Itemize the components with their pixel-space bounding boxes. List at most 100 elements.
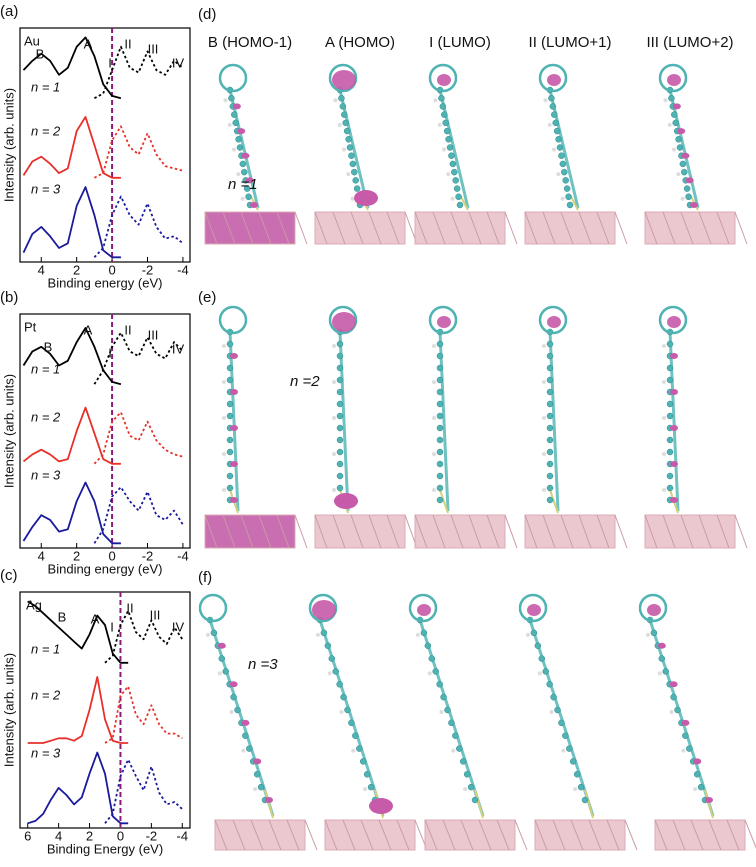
atom (327, 671, 332, 676)
lattice (514, 819, 528, 851)
molecule (638, 593, 756, 851)
atom (681, 748, 686, 753)
atom (538, 655, 546, 662)
plot-frame (19, 591, 191, 829)
lattice (486, 211, 500, 245)
row-label: n =1 (228, 176, 258, 193)
x-tick-label: 6 (24, 828, 31, 843)
atom (550, 693, 557, 701)
lattice (468, 514, 482, 549)
lattice (680, 211, 694, 245)
y-axis-label: Intensity (arb. units) (1, 374, 16, 488)
atom (686, 745, 693, 752)
lattice (690, 819, 704, 851)
orbital-lobe (647, 604, 661, 616)
molecule (308, 593, 428, 851)
atom (436, 412, 444, 420)
head (538, 305, 568, 335)
orbital-lobe (437, 74, 451, 86)
atom (463, 787, 468, 792)
atom (682, 732, 689, 739)
substrate (414, 211, 506, 245)
lattice (460, 819, 474, 851)
lattice (386, 211, 400, 245)
lattice (486, 514, 500, 549)
atom (424, 642, 432, 649)
unoccupied-curve (93, 411, 184, 465)
atom (231, 111, 238, 118)
lattice (624, 819, 638, 851)
atom (558, 152, 565, 159)
orbital-lobe (670, 461, 678, 467)
head (198, 593, 228, 623)
backbone (548, 331, 560, 512)
peak-label: A (91, 611, 100, 626)
panel-label: (b) (0, 289, 18, 306)
orbital-lobe (217, 642, 226, 649)
column-header: B (HOMO-1) (208, 34, 292, 51)
atom (337, 122, 342, 127)
lattice (570, 819, 584, 851)
atom (336, 388, 344, 396)
occupied-curve (22, 406, 121, 465)
molecule (408, 593, 528, 851)
atom (666, 376, 674, 384)
atom (566, 745, 573, 752)
lattice (424, 819, 438, 851)
peak-label: II (124, 36, 131, 51)
orbital-lobe (677, 128, 686, 135)
head (328, 63, 358, 93)
orbital-lobe (690, 202, 698, 208)
lattice (560, 514, 574, 549)
atom (546, 460, 554, 468)
atom (432, 668, 439, 675)
atom (548, 94, 555, 102)
atom (675, 136, 682, 143)
atom (444, 706, 451, 714)
x-axis-label: Binding energy (eV) (48, 275, 163, 290)
substrate (644, 514, 736, 549)
lattice (504, 514, 518, 549)
atom (236, 172, 241, 177)
atom (662, 416, 666, 420)
atom (332, 452, 336, 456)
occupied-curve (27, 751, 129, 825)
atom (449, 160, 457, 168)
atom (241, 168, 248, 176)
series-label: n = 3 (31, 467, 61, 482)
lattice (304, 819, 318, 851)
backbone (668, 89, 700, 209)
atom (662, 668, 669, 675)
atom (546, 400, 554, 408)
atom (336, 376, 344, 384)
unoccupied-curve (104, 685, 183, 744)
peak-label: B (58, 609, 67, 624)
atom (332, 668, 339, 675)
backbone (338, 331, 350, 512)
peak-label: A (84, 36, 93, 51)
atom (546, 484, 554, 492)
orbital-lobe (230, 461, 238, 467)
atom (427, 671, 432, 676)
panel-label: (c) (0, 567, 18, 584)
orbital-lobe (685, 177, 694, 184)
atom (556, 144, 564, 151)
atom (332, 416, 336, 420)
atom (553, 127, 561, 135)
atom (561, 748, 566, 753)
column-header: I (LUMO) (429, 34, 491, 51)
atom (442, 147, 446, 152)
backbone (208, 619, 275, 817)
atom (693, 771, 701, 778)
peak-label: Pt (24, 319, 37, 334)
x-tick-label: -4 (176, 828, 188, 843)
orbital-lobe (312, 600, 336, 620)
atom (681, 168, 688, 176)
molecule (198, 593, 318, 851)
atom (676, 144, 684, 151)
atom (226, 376, 234, 384)
occupied-curve (22, 186, 121, 259)
atom (205, 632, 210, 637)
lattice (258, 211, 272, 245)
atom (573, 787, 578, 792)
